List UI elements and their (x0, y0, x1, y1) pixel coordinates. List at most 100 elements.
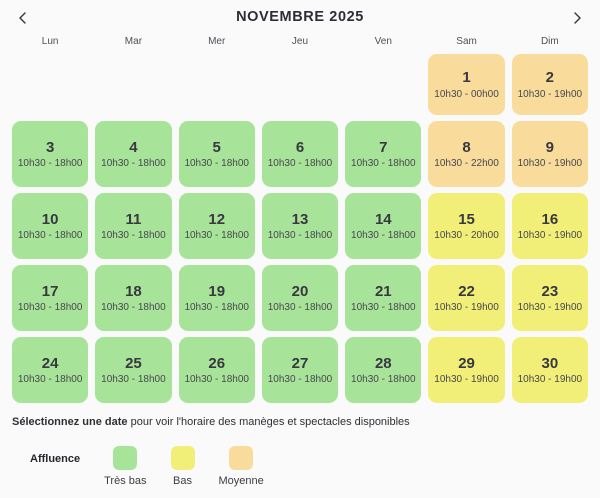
day-cell[interactable]: 5 10h30 - 18h00 (178, 121, 255, 187)
day-cell[interactable]: 2 10h30 - 19h00 (511, 54, 588, 115)
day-number: 6 (295, 138, 305, 156)
day-hours: 10h30 - 18h00 (101, 302, 166, 314)
day-cell[interactable]: 28 10h30 - 18h00 (345, 337, 422, 403)
day-hours: 10h30 - 19h00 (517, 230, 583, 242)
day-cell[interactable]: 20 10h30 - 18h00 (261, 265, 339, 331)
legend-title: Affluence (30, 453, 81, 465)
day-cell[interactable]: 8 10h30 - 22h00 (428, 121, 505, 187)
day-cell[interactable]: 4 10h30 - 18h00 (95, 121, 172, 187)
day-number: 5 (212, 138, 221, 156)
day-cell[interactable]: 7 10h30 - 18h00 (345, 121, 422, 187)
day-cell[interactable]: 10 10h30 - 18h00 (12, 193, 89, 259)
day-number: 27 (291, 354, 309, 372)
weekday-label: Mer (208, 36, 226, 47)
legend-item: Très bas (104, 446, 147, 487)
day-hours: 10h30 - 18h00 (267, 302, 333, 314)
day-hours: 10h30 - 18h00 (101, 374, 166, 386)
legend-label: Très bas (104, 475, 147, 487)
day-number: 19 (208, 282, 226, 300)
day-hours: 10h30 - 20h00 (434, 230, 499, 242)
day-number: 14 (374, 210, 392, 228)
day-number: 3 (45, 138, 55, 156)
day-number: 26 (208, 354, 226, 372)
day-cell[interactable]: 6 10h30 - 18h00 (261, 121, 339, 187)
weekday-label: Lun (41, 36, 59, 47)
day-hours: 10h30 - 18h00 (267, 374, 333, 386)
day-cell[interactable]: 15 10h30 - 20h00 (428, 193, 505, 259)
day-number: 23 (541, 282, 559, 300)
weekday-label: Mar (124, 36, 143, 47)
day-cell[interactable]: 13 10h30 - 18h00 (261, 193, 339, 259)
day-number: 24 (41, 354, 59, 372)
day-number: 11 (125, 210, 142, 228)
day-cell[interactable]: 1 10h30 - 00h00 (428, 54, 505, 115)
weekday-label: Ven (374, 36, 392, 47)
day-cell[interactable]: 30 10h30 - 19h00 (511, 337, 588, 403)
legend-label: Bas (173, 475, 192, 487)
day-number: 22 (458, 282, 475, 300)
day-hours: 10h30 - 18h00 (351, 374, 416, 386)
day-hours: 10h30 - 18h00 (17, 374, 83, 386)
day-number: 4 (129, 138, 138, 156)
day-hours: 10h30 - 19h00 (517, 88, 583, 100)
day-cell[interactable]: 25 10h30 - 18h00 (95, 337, 172, 403)
day-number: 15 (458, 210, 475, 228)
calendar-title: NOVEMBRE 2025 (236, 9, 364, 25)
day-cell[interactable]: 29 10h30 - 19h00 (428, 337, 505, 403)
day-number: 30 (541, 354, 559, 372)
day-number: 1 (462, 69, 471, 87)
day-cell[interactable]: 16 10h30 - 19h00 (511, 193, 588, 259)
legend-swatch (170, 446, 195, 470)
day-cell[interactable]: 12 10h30 - 18h00 (178, 193, 255, 259)
day-hours: 10h30 - 18h00 (184, 302, 249, 314)
day-cell[interactable]: 21 10h30 - 18h00 (345, 265, 422, 331)
next-month-button[interactable] (564, 5, 590, 31)
day-number: 13 (291, 210, 309, 228)
prev-month-button[interactable] (10, 5, 36, 31)
day-hours: 10h30 - 18h00 (184, 158, 249, 170)
day-cell[interactable]: 23 10h30 - 19h00 (511, 265, 588, 331)
weekday-label: Jeu (291, 36, 309, 47)
day-hours: 10h30 - 19h00 (434, 302, 499, 314)
day-cell[interactable]: 26 10h30 - 18h00 (178, 337, 255, 403)
day-cell[interactable]: 14 10h30 - 18h00 (345, 193, 422, 259)
weekday-row: Lun Mar Mer Jeu Ven Sam Dim (0, 36, 600, 47)
day-number: 29 (458, 354, 475, 372)
day-number: 17 (41, 282, 59, 300)
day-hours: 10h30 - 19h00 (517, 374, 583, 386)
day-cell[interactable]: 19 10h30 - 18h00 (178, 265, 255, 331)
chevron-right-icon (574, 12, 581, 24)
day-hours: 10h30 - 18h00 (101, 158, 166, 170)
selection-note: Sélectionnez une date pour voir l'horair… (0, 416, 600, 428)
day-hours: 10h30 - 19h00 (434, 374, 499, 386)
day-cell[interactable]: 18 10h30 - 18h00 (95, 265, 172, 331)
day-number: 2 (545, 69, 555, 87)
day-hours: 10h30 - 18h00 (184, 230, 249, 242)
day-number: 25 (125, 354, 142, 372)
affluence-legend: Affluence Très bas Bas Moyenne (0, 446, 600, 487)
day-number: 21 (374, 282, 392, 300)
day-cell[interactable]: 22 10h30 - 19h00 (428, 265, 505, 331)
day-cell[interactable]: 3 10h30 - 18h00 (12, 121, 89, 187)
calendar-header: NOVEMBRE 2025 (0, 0, 600, 28)
day-number: 20 (291, 282, 309, 300)
legend-swatch (113, 446, 138, 470)
legend-swatch (229, 446, 254, 470)
legend-item: Moyenne (219, 446, 264, 487)
day-hours: 10h30 - 18h00 (351, 302, 416, 314)
day-cell[interactable]: 11 10h30 - 18h00 (95, 193, 172, 259)
chevron-left-icon (19, 12, 26, 24)
legend-items: Très bas Bas Moyenne (104, 446, 264, 487)
day-hours: 10h30 - 18h00 (17, 158, 83, 170)
day-hours: 10h30 - 19h00 (517, 158, 583, 170)
day-hours: 10h30 - 00h00 (434, 88, 499, 100)
day-cell[interactable]: 17 10h30 - 18h00 (12, 265, 89, 331)
day-cell[interactable]: 9 10h30 - 19h00 (511, 121, 588, 187)
day-number: 9 (545, 138, 555, 156)
day-hours: 10h30 - 18h00 (17, 230, 83, 242)
selection-note-rest: pour voir l'horaire des manèges et spect… (127, 416, 410, 428)
day-cell[interactable]: 27 10h30 - 18h00 (261, 337, 339, 403)
day-cell[interactable]: 24 10h30 - 18h00 (12, 337, 89, 403)
day-hours: 10h30 - 18h00 (101, 230, 166, 242)
day-hours: 10h30 - 18h00 (267, 158, 333, 170)
